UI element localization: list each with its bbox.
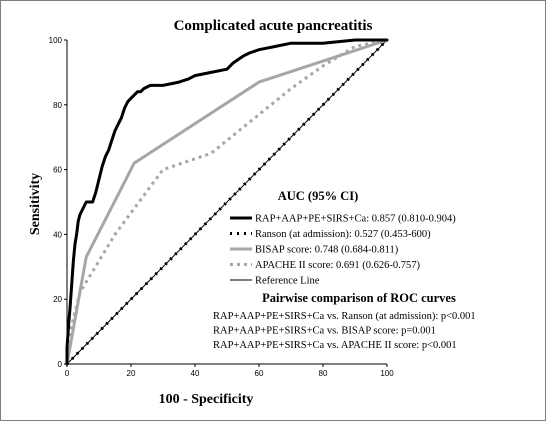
x-tick-label: 20 — [127, 369, 136, 378]
y-tick-label: 80 — [53, 101, 62, 110]
comparison-line: RAP+AAP+PE+SIRS+Ca vs. BISAP score: p=0.… — [213, 326, 436, 337]
legend-label: APACHE II score: 0.691 (0.626-0.757) — [255, 260, 420, 271]
plot-area — [65, 38, 389, 366]
chart-title: Complicated acute pancreatitis — [174, 18, 373, 34]
x-tick-label: 100 — [380, 369, 394, 378]
y-tick-label: 0 — [58, 360, 63, 369]
x-tick-label: 80 — [319, 369, 328, 378]
y-tick-label: 20 — [53, 295, 62, 304]
y-tick-label: 100 — [49, 36, 63, 45]
series-line-rap-aap-pe-sirs-ca — [65, 38, 389, 366]
legend-label: Ranson (at admission): 0.527 (0.453-600) — [255, 229, 431, 240]
legend: AUC (95% CI) RAP+AAP+PE+SIRS+Ca: 0.857 (… — [230, 189, 456, 287]
x-tick-label: 40 — [191, 369, 200, 378]
comparison-line: RAP+AAP+PE+SIRS+Ca vs. APACHE II score: … — [213, 340, 457, 351]
comparison-line: RAP+AAP+PE+SIRS+Ca vs. Ranson (at admiss… — [213, 311, 476, 322]
axis-ticks: 0 20 40 60 80 100 0 20 40 60 80 100 — [49, 36, 395, 378]
series-line-ranson-at-admission — [65, 38, 389, 366]
series-line-bisap-score — [65, 38, 389, 366]
y-axis-title: Sensitivity — [28, 173, 43, 235]
legend-label: Reference Line — [255, 276, 320, 287]
legend-title: AUC (95% CI) — [278, 189, 359, 203]
pairwise-comparison: Pairwise comparison of ROC curves RAP+AA… — [213, 291, 476, 351]
legend-label: BISAP score: 0.748 (0.684-0.811) — [255, 245, 399, 256]
legend-label: RAP+AAP+PE+SIRS+Ca: 0.857 (0.810-0.904) — [255, 214, 456, 225]
y-tick-label: 60 — [53, 166, 62, 175]
y-tick-label: 40 — [53, 230, 62, 239]
comparison-title: Pairwise comparison of ROC curves — [262, 291, 456, 305]
x-tick-label: 0 — [65, 369, 70, 378]
x-axis-title: 100 - Specificity — [159, 392, 254, 407]
x-tick-label: 60 — [255, 369, 264, 378]
